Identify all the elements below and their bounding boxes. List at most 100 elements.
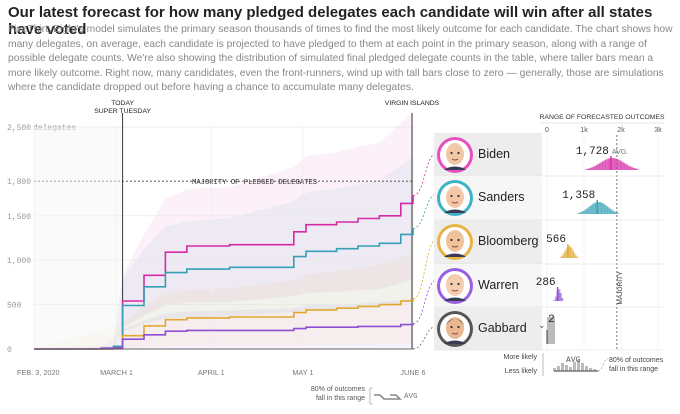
connector-bloomberg: [412, 238, 438, 300]
distribution-bar: [565, 248, 569, 258]
forecast-band-biden: [34, 111, 413, 349]
distribution-bar: [595, 164, 599, 170]
avg-value-label: 1,358: [562, 190, 595, 202]
distribution-bar: [577, 212, 580, 214]
past-region: [34, 127, 123, 349]
distribution-bar: [612, 158, 615, 170]
footer-range-label: fall in this range: [316, 395, 365, 402]
legend-range-label: fall in this range: [609, 366, 658, 373]
distribution-bar: [593, 202, 597, 214]
majority-label: MAJORITY OF PLEDGED DELEGATES: [192, 179, 317, 187]
legend-avg-label: AVG: [566, 356, 581, 365]
distribution-bar: [605, 206, 609, 214]
distribution-bar: [583, 210, 586, 214]
event-label: TODAY: [111, 100, 134, 107]
distribution-bar: [560, 298, 564, 301]
candidate-name-bloomberg: Bloomberg: [478, 234, 539, 248]
distribution-bar: [591, 167, 595, 170]
legend-bar: [565, 365, 568, 371]
distribution-bar: [607, 158, 611, 170]
y-axis-label: delegates: [33, 124, 76, 133]
distribution-bar: [584, 209, 588, 214]
distribution-bar: [634, 168, 638, 170]
distribution-bar: [590, 167, 593, 170]
distribution-bar: [632, 168, 636, 170]
candidate-name-warren: Warren: [478, 277, 519, 292]
distribution-bar: [627, 165, 630, 170]
table-tick-label: 2k: [617, 127, 625, 134]
footer-range-label: 80% of outcomes: [311, 386, 366, 393]
x-tick-label: MARCH 1: [100, 368, 133, 377]
distribution-bar: [621, 161, 624, 170]
footer-avg-line: [374, 394, 402, 400]
distribution-bar: [609, 209, 613, 214]
series-line-sanders: [34, 228, 414, 350]
distribution-bar: [564, 250, 567, 258]
distribution-bar: [611, 210, 614, 214]
distribution-bar: [557, 289, 561, 301]
distribution-bar: [625, 164, 629, 170]
distribution-bar: [554, 296, 558, 301]
distribution-bar: [614, 211, 617, 214]
legend-more-likely: More likely: [504, 354, 538, 361]
event-label: SUPER TUESDAY: [94, 108, 151, 115]
series-line-warren: [34, 323, 414, 350]
distribution-bar: [594, 165, 598, 170]
y-tick-label: 1,500: [7, 213, 31, 222]
distribution-bar: [624, 163, 627, 170]
table-header: RANGE OF FORECASTED OUTCOMES: [540, 114, 665, 121]
connector-biden: [412, 152, 438, 196]
chevron-down-icon[interactable]: ⌄: [538, 319, 546, 330]
distribution-bar: [601, 161, 605, 170]
distribution-bar: [589, 205, 592, 214]
candidate-avatar-bloomberg: [437, 224, 473, 260]
avg-suffix-label: AVG.: [612, 149, 628, 156]
distribution-bar: [593, 166, 596, 170]
chart-title: Our latest forecast for how many pledged…: [8, 4, 653, 38]
distribution-bar: [553, 299, 556, 301]
distribution-bar: [586, 208, 589, 214]
distribution-bar: [600, 162, 604, 170]
distribution-bar: [568, 246, 572, 258]
distribution-bar: [559, 293, 562, 301]
distribution-bar: [615, 212, 619, 214]
distribution-bar: [561, 255, 564, 258]
distribution-bar: [606, 158, 609, 170]
legend-bar: [553, 368, 556, 371]
distribution-bar: [613, 158, 617, 170]
distribution-bar: [595, 202, 598, 214]
candidate-name-sanders: Sanders: [478, 190, 525, 204]
distribution-bar: [615, 158, 618, 170]
distribution-bar: [580, 211, 583, 214]
legend-bar: [593, 369, 596, 371]
avg-value-label: 286: [536, 277, 556, 289]
candidate-name-biden: Biden: [478, 146, 510, 161]
legend-bar: [561, 363, 564, 371]
series-line-biden: [34, 195, 414, 350]
y-tick-label: 1,000: [7, 257, 31, 266]
candidate-name-gabbard[interactable]: Gabbard: [478, 320, 527, 335]
legend-bar: [581, 363, 584, 371]
distribution-bar: [606, 207, 610, 214]
chart-description: FiveThirtyEight's model simulates the pr…: [8, 24, 673, 93]
distribution-bar: [608, 208, 612, 214]
y-tick-label: 1,890: [7, 178, 31, 187]
footer-range-bracket: [369, 387, 373, 405]
connector-gabbard: [412, 325, 438, 350]
distribution-bar: [601, 203, 604, 214]
legend-less-likely: Less likely: [505, 368, 538, 375]
y-tick-label: 0: [7, 346, 12, 355]
legend-bar: [577, 360, 580, 371]
distribution-bar: [603, 204, 607, 214]
distribution-bar: [592, 203, 595, 214]
candidate-avatar-gabbard: [437, 310, 473, 347]
avg-value-label: 1,728: [576, 146, 609, 158]
distribution-bar: [571, 250, 575, 258]
legend-bar: [557, 366, 560, 371]
event-label: VIRGIN ISLANDS: [385, 100, 440, 107]
table-tick-label: 0: [545, 127, 549, 134]
avg-value-label: 566: [546, 234, 566, 246]
distribution-bar: [610, 158, 614, 170]
distribution-bar: [598, 202, 601, 214]
